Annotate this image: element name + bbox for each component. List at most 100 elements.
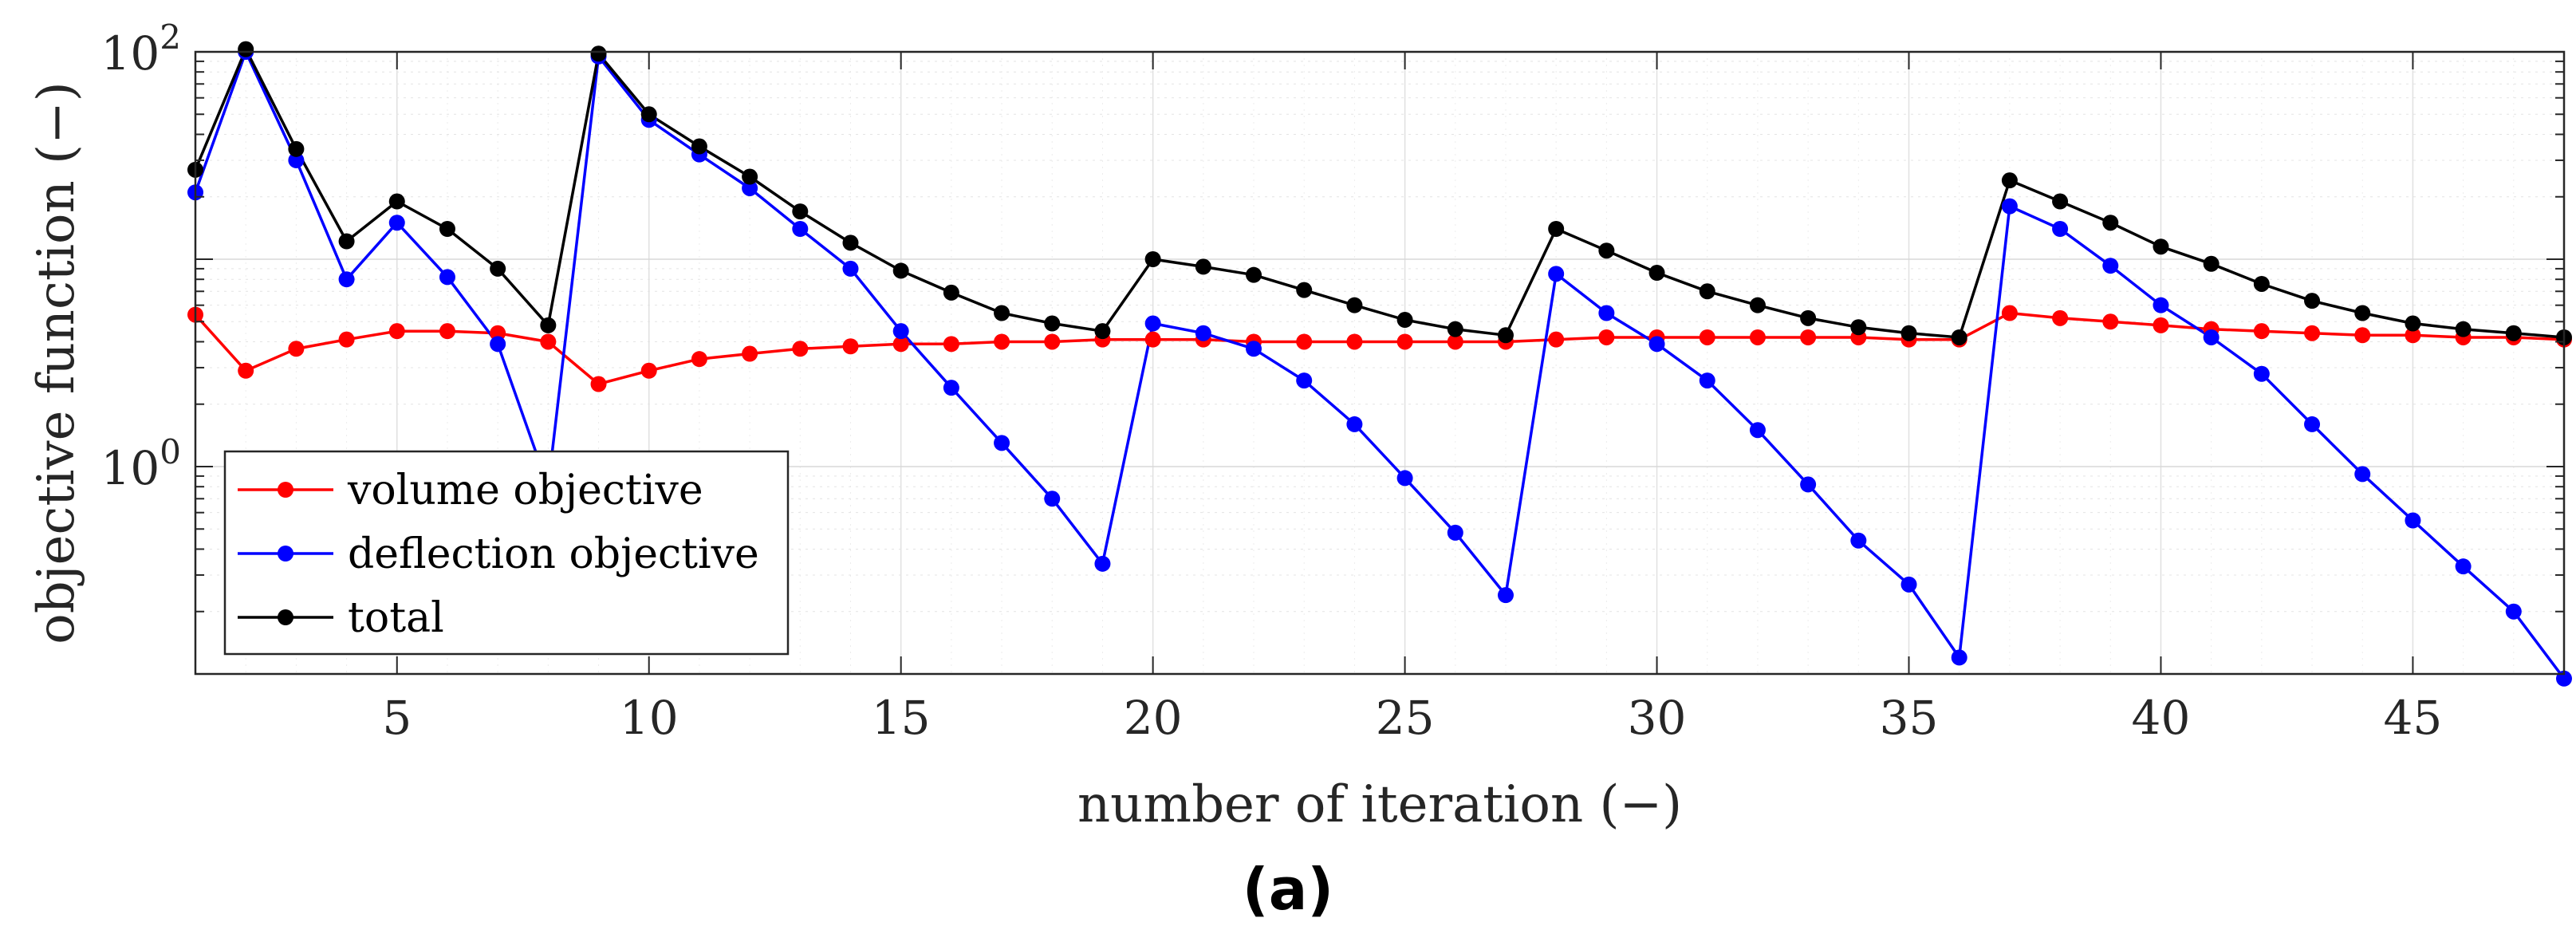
data-point-series-2 bbox=[540, 317, 557, 333]
data-point-series-0 bbox=[2253, 323, 2270, 340]
data-point-series-0 bbox=[1548, 331, 1565, 348]
data-point-series-2 bbox=[2304, 293, 2321, 309]
data-point-series-2 bbox=[2203, 255, 2220, 272]
data-point-series-2 bbox=[288, 140, 305, 157]
data-point-series-2 bbox=[1699, 283, 1715, 300]
data-point-series-1 bbox=[338, 271, 355, 288]
x-tick-label: 40 bbox=[2132, 691, 2191, 745]
data-point-series-2 bbox=[640, 106, 657, 123]
data-point-series-2 bbox=[1447, 321, 1463, 337]
data-point-series-0 bbox=[338, 331, 355, 348]
data-point-series-2 bbox=[2153, 238, 2169, 255]
data-point-series-1 bbox=[388, 215, 405, 231]
legend-label-2: total bbox=[348, 594, 444, 642]
y-tick-label: 102 bbox=[100, 18, 181, 81]
legend-marker-1 bbox=[278, 546, 293, 562]
data-point-series-2 bbox=[892, 262, 909, 279]
x-tick-label: 20 bbox=[1124, 691, 1183, 745]
data-point-series-0 bbox=[1598, 329, 1615, 345]
data-point-series-2 bbox=[238, 41, 254, 57]
data-point-series-2 bbox=[1094, 323, 1111, 340]
data-point-series-1 bbox=[288, 152, 305, 168]
data-point-series-0 bbox=[2001, 305, 2018, 321]
legend-entries: volume objective deflection objective tota… bbox=[238, 467, 759, 642]
data-point-series-2 bbox=[2052, 193, 2069, 210]
data-point-series-1 bbox=[994, 435, 1010, 451]
data-point-series-1 bbox=[1800, 476, 1817, 493]
data-point-series-0 bbox=[2405, 327, 2421, 344]
data-point-series-2 bbox=[2354, 305, 2371, 321]
data-point-series-2 bbox=[1951, 329, 1967, 345]
data-point-series-2 bbox=[1195, 258, 1211, 275]
data-point-series-1 bbox=[2455, 558, 2472, 575]
data-point-series-2 bbox=[439, 221, 455, 238]
data-point-series-0 bbox=[742, 345, 758, 362]
data-point-series-0 bbox=[1044, 333, 1061, 350]
data-point-series-0 bbox=[2052, 309, 2069, 326]
data-point-series-0 bbox=[540, 333, 557, 350]
data-point-series-1 bbox=[1850, 532, 1867, 549]
legend-label-0: volume objective bbox=[347, 467, 703, 514]
data-point-series-2 bbox=[1144, 251, 1161, 267]
x-tick-label: 45 bbox=[2384, 691, 2443, 745]
data-point-series-1 bbox=[1296, 372, 1313, 389]
data-point-series-0 bbox=[1396, 333, 1413, 350]
data-point-series-1 bbox=[742, 179, 758, 196]
data-point-series-2 bbox=[2405, 315, 2421, 332]
data-point-series-0 bbox=[1296, 333, 1313, 350]
data-point-series-1 bbox=[1548, 266, 1565, 282]
data-point-series-1 bbox=[2001, 198, 2018, 215]
data-point-series-0 bbox=[2304, 325, 2321, 341]
axis-ticks bbox=[195, 51, 2564, 675]
series-line-0 bbox=[194, 311, 2565, 386]
x-tick-label: 15 bbox=[872, 691, 931, 745]
data-point-series-2 bbox=[1900, 325, 1917, 341]
x-tick-label: 25 bbox=[1376, 691, 1435, 745]
x-tick-label: 35 bbox=[1880, 691, 1939, 745]
data-point-series-0 bbox=[640, 362, 657, 379]
series-line-1 bbox=[194, 50, 2566, 680]
data-point-series-2 bbox=[842, 234, 859, 251]
data-point-series-1 bbox=[1094, 555, 1111, 572]
data-point-series-1 bbox=[1648, 336, 1665, 353]
data-point-series-0 bbox=[238, 362, 254, 379]
data-point-series-1 bbox=[2505, 603, 2522, 620]
data-point-series-1 bbox=[2102, 258, 2119, 274]
data-point-series-2 bbox=[2102, 215, 2119, 231]
data-point-series-2 bbox=[1800, 309, 1817, 326]
data-point-series-1 bbox=[1044, 491, 1061, 507]
data-point-series-1 bbox=[1144, 315, 1161, 332]
data-point-series-0 bbox=[1800, 329, 1817, 345]
data-point-series-1 bbox=[2354, 466, 2371, 483]
data-point-series-2 bbox=[388, 193, 405, 210]
y-tick-label: 100 bbox=[100, 432, 181, 495]
x-tick-label: 30 bbox=[1628, 691, 1687, 745]
data-point-series-0 bbox=[388, 323, 405, 340]
data-point-series-2 bbox=[1346, 297, 1363, 313]
series-lines bbox=[194, 47, 2566, 680]
data-point-series-0 bbox=[288, 341, 305, 357]
data-point-series-1 bbox=[1749, 422, 1766, 439]
data-point-series-2 bbox=[1044, 315, 1061, 332]
plot-frame bbox=[194, 50, 2566, 676]
data-point-series-0 bbox=[590, 376, 607, 392]
data-point-series-2 bbox=[1850, 319, 1867, 336]
data-point-series-1 bbox=[2405, 512, 2421, 529]
y-axis-label: objective function (−) bbox=[27, 81, 86, 644]
data-point-series-0 bbox=[2153, 317, 2169, 333]
legend-marker-2 bbox=[278, 609, 293, 625]
x-tick-label: 5 bbox=[382, 691, 412, 745]
series-line-2 bbox=[194, 47, 2565, 339]
data-point-series-1 bbox=[1900, 576, 1917, 593]
data-point-series-0 bbox=[2102, 313, 2119, 330]
data-point-series-2 bbox=[590, 45, 607, 62]
series-markers bbox=[187, 41, 2572, 687]
tick-labels: 5 10 15 20 25 30 35 40 45 100 102 bbox=[100, 18, 2442, 745]
x-tick-label: 10 bbox=[620, 691, 679, 745]
data-point-series-0 bbox=[2354, 327, 2371, 344]
data-point-series-2 bbox=[2505, 325, 2522, 341]
data-point-series-0 bbox=[1346, 333, 1363, 350]
data-point-series-2 bbox=[1598, 242, 1615, 259]
data-point-series-1 bbox=[1951, 649, 1967, 666]
